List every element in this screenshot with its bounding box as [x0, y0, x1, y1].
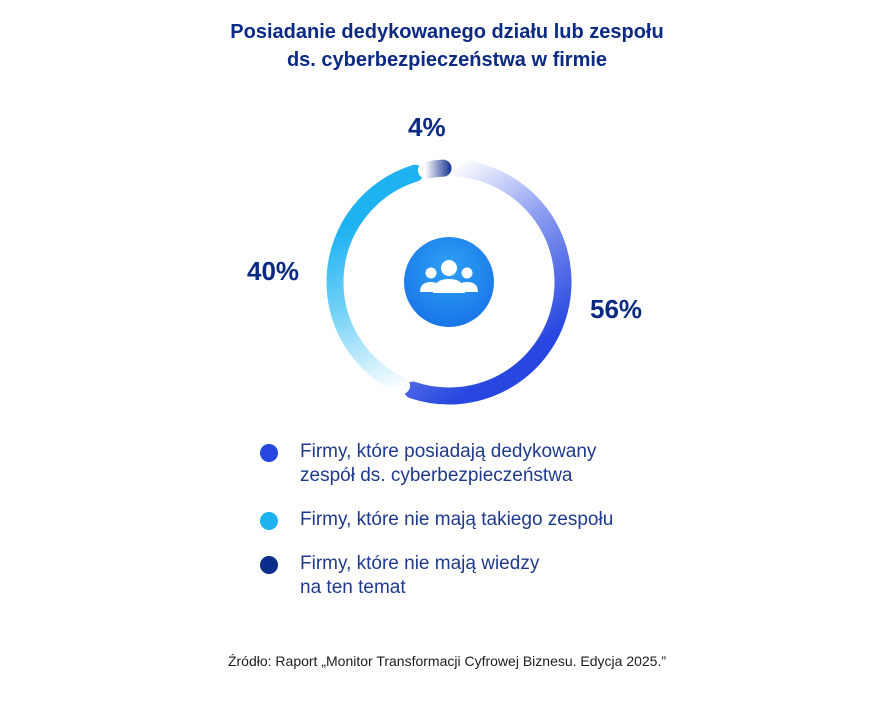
legend-dot-no-knowledge [260, 556, 278, 574]
legend: Firmy, które posiadają dedykowany zespół… [258, 440, 678, 620]
legend-item-have-team: Firmy, które posiadają dedykowany zespół… [258, 440, 678, 488]
legend-item-no-knowledge: Firmy, które nie mają wiedzy na ten tema… [258, 552, 678, 600]
chart-title: Posiadanie dedykowanego działu lub zespo… [0, 18, 894, 74]
legend-label-line-1: Firmy, które nie mają wiedzy [300, 553, 540, 574]
legend-item-no-team: Firmy, które nie mają takiego zespołu [258, 508, 678, 532]
chart-title-line-1: Posiadanie dedykowanego działu lub zespo… [230, 21, 664, 43]
slice-label-no-knowledge: 4% [408, 112, 446, 142]
donut-slice-no-knowledge [417, 159, 452, 179]
center-badge [404, 237, 494, 327]
legend-dot-have-team [260, 444, 278, 462]
people-group-icon [420, 260, 478, 293]
legend-label-line-1: Firmy, które posiadają dedykowany [300, 441, 597, 462]
legend-label-line-2: zespół ds. cyberbezpieczeństwa [300, 465, 573, 486]
donut-slices [326, 159, 572, 405]
donut-slice-no-team [326, 164, 424, 395]
legend-label-line-2: na ten temat [300, 577, 406, 598]
source-note: Źródło: Raport „Monitor Transformacji Cy… [227, 653, 667, 669]
slice-label-have-team: 56% [590, 294, 643, 324]
legend-dot-no-team [260, 512, 278, 530]
slice-label-no-team: 40% [247, 256, 300, 286]
donut-slice-have-team [404, 159, 572, 405]
chart-title-line-2: ds. cyberbezpieczeństwa w firmie [286, 49, 608, 71]
legend-label-line-1: Firmy, które nie mają takiego zespołu [300, 509, 614, 530]
